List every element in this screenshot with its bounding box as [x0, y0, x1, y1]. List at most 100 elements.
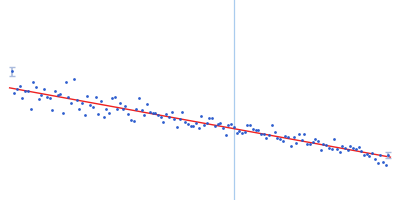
Point [171, 118, 178, 121]
Point [252, 129, 259, 132]
Point [84, 94, 91, 97]
Point [304, 142, 310, 146]
Point [280, 140, 286, 143]
Point [353, 148, 359, 151]
Point [382, 163, 389, 167]
Point [141, 114, 148, 117]
Point [46, 96, 53, 99]
Point [163, 112, 169, 116]
Point [296, 132, 302, 136]
Point [290, 136, 297, 139]
Point [176, 118, 183, 121]
Point [128, 118, 134, 122]
Point [117, 101, 123, 105]
Point [100, 115, 107, 119]
Point [114, 108, 120, 111]
Point [301, 132, 308, 135]
Point [217, 121, 224, 124]
Point [198, 114, 204, 118]
Point [184, 123, 191, 126]
Point [285, 135, 291, 138]
Point [269, 124, 275, 127]
Point [19, 96, 26, 100]
Point [361, 154, 367, 157]
Point [334, 148, 340, 151]
Point [152, 112, 158, 115]
Point [36, 98, 42, 101]
Point [130, 119, 137, 123]
Point [138, 109, 145, 112]
Point [315, 140, 321, 143]
Point [147, 111, 153, 114]
Point [11, 92, 18, 95]
Point [174, 125, 180, 128]
Point [342, 147, 348, 150]
Point [244, 124, 251, 127]
Point [90, 106, 96, 109]
Point [282, 135, 289, 138]
Point [336, 150, 343, 153]
Point [149, 112, 156, 115]
Point [380, 160, 386, 163]
Point [222, 134, 229, 137]
Point [298, 139, 305, 142]
Point [374, 161, 381, 165]
Point [71, 78, 77, 81]
Point [309, 140, 316, 143]
Point [193, 122, 199, 125]
Point [92, 96, 99, 99]
Point [339, 144, 346, 147]
Point [82, 113, 88, 117]
Point [356, 145, 362, 149]
Point [76, 107, 82, 111]
Point [22, 89, 28, 92]
Point [347, 145, 354, 148]
Point [214, 123, 221, 126]
Point [369, 151, 375, 154]
Point [250, 128, 256, 131]
Point [158, 115, 164, 118]
Point [239, 131, 245, 134]
Point [187, 125, 194, 128]
Point [231, 125, 237, 128]
Point [60, 111, 66, 114]
Point [258, 132, 264, 135]
Point [204, 122, 210, 125]
Point [98, 100, 104, 103]
Point [133, 107, 140, 110]
Point [307, 142, 313, 145]
Point [260, 133, 267, 136]
Point [106, 111, 112, 115]
Point [234, 132, 240, 135]
Point [209, 116, 216, 120]
Point [206, 116, 213, 119]
Point [225, 123, 232, 126]
Point [166, 116, 172, 119]
Point [109, 96, 115, 100]
Point [274, 137, 280, 140]
Point [160, 121, 166, 124]
Point [242, 130, 248, 134]
Point [120, 108, 126, 111]
Point [14, 87, 20, 90]
Point [228, 123, 234, 126]
Point [74, 99, 80, 102]
Point [155, 114, 161, 117]
Point [54, 94, 61, 97]
Point [57, 93, 64, 96]
Point [385, 154, 392, 157]
Point [122, 104, 129, 107]
Point [16, 84, 23, 87]
Point [255, 128, 262, 132]
Point [377, 153, 384, 157]
Point [350, 147, 356, 150]
Point [220, 126, 226, 129]
Point [344, 148, 351, 151]
Point [111, 95, 118, 98]
Point [190, 124, 196, 128]
Point [41, 88, 47, 91]
Point [266, 134, 272, 137]
Point [263, 136, 270, 139]
Point [44, 96, 50, 99]
Point [372, 158, 378, 161]
